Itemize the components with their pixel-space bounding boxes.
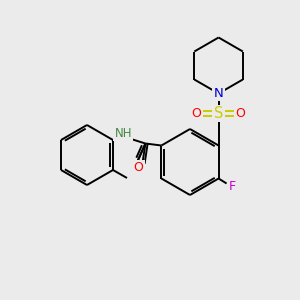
Text: O: O	[236, 107, 245, 120]
Text: N: N	[214, 87, 224, 100]
Text: S: S	[214, 106, 223, 121]
Text: F: F	[229, 180, 236, 193]
Text: NH: NH	[115, 127, 132, 140]
Text: O: O	[134, 161, 143, 174]
Text: O: O	[192, 107, 202, 120]
